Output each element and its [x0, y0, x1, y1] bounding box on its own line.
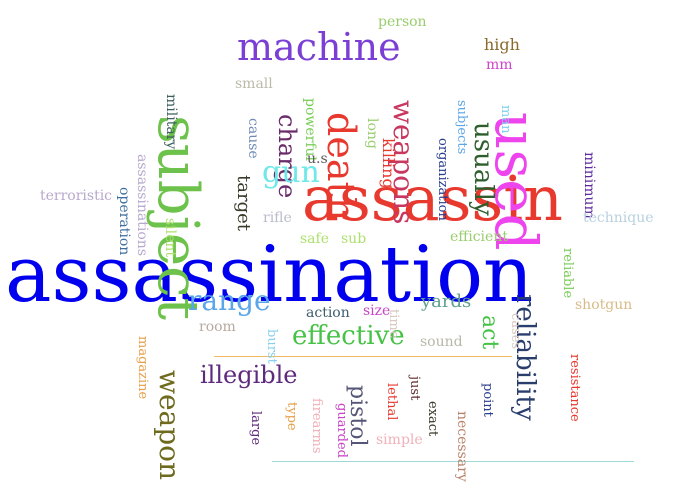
word-burst: burst — [264, 329, 279, 364]
word-large: large — [248, 411, 263, 446]
word-simple: simple — [376, 432, 423, 448]
word-organization: organization — [435, 138, 450, 221]
word-long: long — [364, 118, 380, 149]
word-weapon: weapon — [153, 370, 186, 481]
word-reliable: reliable — [560, 248, 575, 299]
word-point: point — [480, 383, 495, 417]
word-guarded: guarded — [334, 403, 349, 458]
divider-line — [214, 356, 512, 357]
word-usually: usually — [468, 122, 498, 216]
divider-line — [272, 461, 634, 462]
word-type: type — [284, 402, 299, 431]
word-effective: effective — [292, 321, 405, 351]
word-target: target — [233, 175, 254, 231]
word-necessary: necessary — [454, 411, 470, 482]
word-operation: operation — [116, 187, 132, 256]
word-resistance: resistance — [567, 354, 582, 422]
word-yards: yards — [421, 291, 472, 312]
word-range: range — [188, 284, 271, 317]
word-high: high — [484, 35, 520, 54]
word-just: just — [407, 376, 422, 401]
word-mm: mm — [486, 57, 513, 73]
word-room: room — [199, 319, 236, 335]
word-sub: sub — [341, 231, 367, 247]
word-sound: sound — [420, 334, 463, 350]
word-action: action — [306, 305, 350, 321]
word-assassin: assassin — [302, 162, 563, 235]
word-act: act — [477, 315, 502, 350]
word-efficient: efficient — [450, 229, 508, 245]
word-rifle: rifle — [263, 210, 292, 226]
word-assassination: assassination — [5, 230, 534, 320]
word-man: man — [498, 105, 513, 134]
word-shotgun: shotgun — [575, 297, 633, 313]
word-minimum: minimum — [581, 152, 597, 219]
word-terroristic: terroristic — [40, 188, 113, 204]
word-military: military — [163, 94, 179, 150]
word-pistol: pistol — [345, 385, 370, 447]
word-u-s: u.s — [307, 151, 328, 167]
word-person: person — [378, 14, 427, 30]
word-safe: safe — [300, 231, 329, 247]
word-exact: exact — [425, 401, 440, 437]
word-cause: cause — [245, 118, 261, 159]
word-cases: cases — [508, 313, 523, 350]
word-illegible: illegible — [200, 361, 298, 389]
word-lethal: lethal — [384, 383, 399, 421]
word-machine: machine — [237, 25, 401, 69]
word-killing: killing — [379, 138, 398, 189]
word-death: death — [319, 112, 363, 222]
word-size: size — [363, 303, 391, 319]
word-cloud: assassination assassin subject used machine d… — [5, 14, 654, 482]
word-small: small — [235, 76, 273, 92]
word-technique: technique — [583, 210, 654, 226]
word-silent: silent — [162, 218, 178, 258]
word-time: time — [386, 309, 401, 339]
word-subjects: subjects — [454, 100, 469, 155]
word-firearms: firearms — [309, 398, 324, 454]
word-assassinations: assassinations — [134, 154, 150, 257]
word-magazine: magazine — [135, 336, 150, 400]
word-gun: gun — [262, 155, 320, 190]
